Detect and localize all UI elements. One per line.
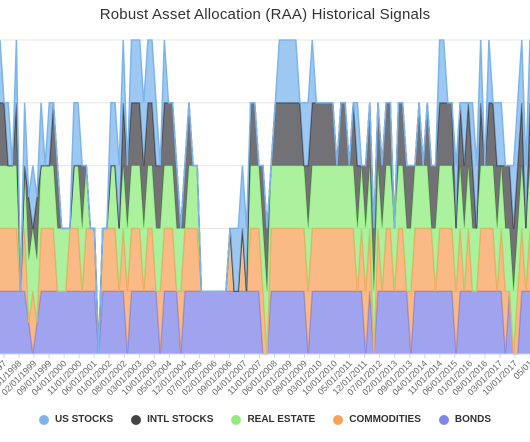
legend-label-real-estate: REAL ESTATE (247, 414, 316, 425)
legend-label-commodities: COMMODITIES (349, 414, 421, 425)
legend-item-bonds[interactable]: BONDS (438, 414, 492, 425)
series-area-intl-stocks[interactable] (0, 102, 530, 354)
legend-label-intl-stocks: INTL STOCKS (147, 414, 214, 425)
series-line-us-stocks[interactable] (0, 39, 530, 355)
chart-legend: US STOCKS INTL STOCKS REAL ESTATE COMMOD… (0, 414, 530, 425)
series-area-bonds[interactable] (0, 291, 530, 354)
legend-swatch-commodities (333, 414, 344, 425)
chart-title: Robust Asset Allocation (RAA) Historical… (99, 6, 431, 23)
series-area-real-estate[interactable] (0, 165, 530, 354)
legend-item-real-estate[interactable]: REAL ESTATE (231, 414, 315, 425)
legend-item-us-stocks[interactable]: US STOCKS (38, 414, 114, 425)
legend-swatch-bonds (438, 414, 449, 425)
series-area-commodities[interactable] (0, 228, 530, 354)
legend-item-commodities[interactable]: COMMODITIES (333, 414, 421, 425)
legend-swatch-real-estate (231, 414, 242, 425)
legend-label-us-stocks: US STOCKS (54, 414, 114, 425)
legend-item-intl-stocks[interactable]: INTL STOCKS (131, 414, 213, 425)
legend-swatch-intl-stocks (131, 414, 142, 425)
legend-label-bonds: BONDS (454, 414, 492, 425)
legend-swatch-us-stocks (38, 414, 49, 425)
